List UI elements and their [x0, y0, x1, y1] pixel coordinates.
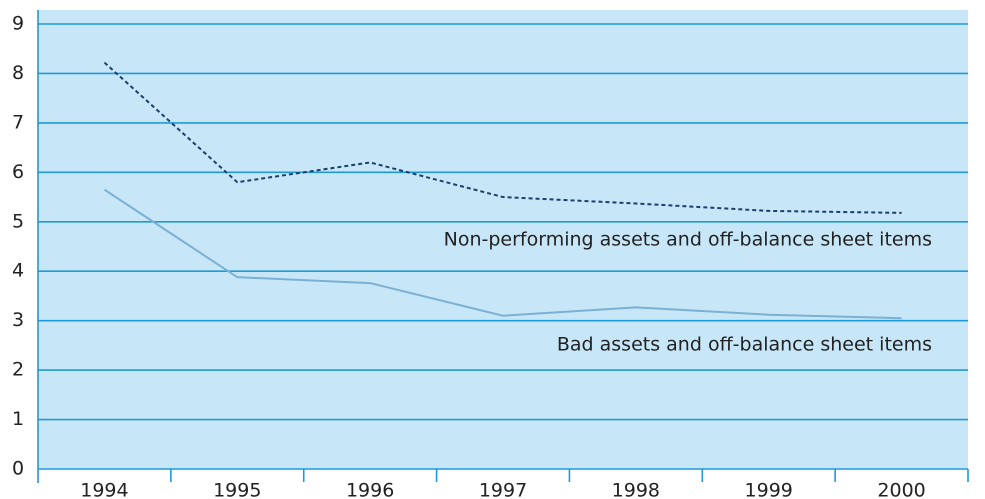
y-tick-label: 0 [12, 458, 24, 480]
series-line [103, 61, 902, 214]
series-label: Non-performing assets and off-balance sh… [444, 228, 932, 250]
x-tick-label: 1997 [479, 480, 527, 499]
x-tick-label: 1995 [213, 480, 261, 499]
y-tick-label: 4 [12, 260, 24, 282]
y-tick-label: 1 [12, 408, 24, 430]
y-tick-label: 9 [12, 13, 24, 35]
x-tick-label: 1998 [612, 480, 660, 499]
x-tick-label: 1994 [80, 480, 128, 499]
series-line [103, 188, 902, 320]
x-tick-label: 1996 [346, 480, 394, 499]
y-tick-label: 6 [12, 161, 24, 183]
x-tick-label: 2000 [877, 480, 925, 499]
y-tick-label: 7 [12, 111, 24, 133]
y-tick-label: 8 [12, 62, 24, 84]
y-tick-label: 5 [12, 210, 24, 232]
plot-background [38, 10, 968, 469]
x-tick-label: 1999 [745, 480, 793, 499]
series-label: Bad assets and off-balance sheet items [557, 334, 932, 356]
y-tick-label: 2 [12, 359, 24, 381]
y-tick-label: 3 [12, 309, 24, 331]
